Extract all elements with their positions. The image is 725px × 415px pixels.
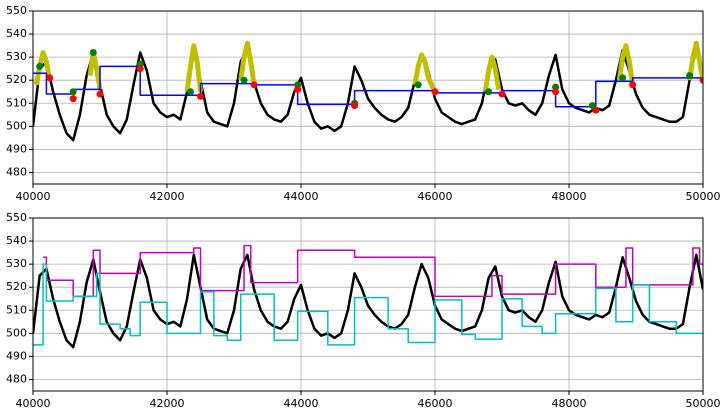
marker xyxy=(46,74,54,82)
marker xyxy=(414,81,422,89)
y-tick-label: 550 xyxy=(6,4,27,17)
y-tick-label: 540 xyxy=(6,234,27,247)
marker xyxy=(686,72,694,80)
marker xyxy=(431,88,439,96)
x-tick-label: 42000 xyxy=(150,190,185,203)
y-tick-label: 490 xyxy=(6,349,27,362)
y-tick-label: 540 xyxy=(6,27,27,40)
axes: 480 490 500 510 520 530 540 550 40000 42000 44000 4… xyxy=(6,211,721,410)
y-tick-label: 500 xyxy=(6,119,27,132)
y-tick-label: 480 xyxy=(6,165,27,178)
marker xyxy=(699,76,703,84)
x-tick-label: 50000 xyxy=(686,397,721,410)
marker xyxy=(69,95,77,103)
y-tick-label: 510 xyxy=(6,303,27,316)
y-tick-label: 500 xyxy=(6,326,27,339)
marker xyxy=(485,88,493,96)
x-tick-label: 50000 xyxy=(686,190,721,203)
marker xyxy=(69,88,77,96)
signal-line xyxy=(33,40,703,93)
signal-line xyxy=(33,46,703,142)
x-tick-label: 46000 xyxy=(418,190,453,203)
marker xyxy=(240,76,248,84)
marker xyxy=(36,62,44,70)
marker xyxy=(498,90,506,98)
marker xyxy=(351,102,359,110)
marker xyxy=(96,90,104,98)
marker xyxy=(592,106,600,114)
axes: 480 490 500 510 520 530 540 550 40000 42000 44000 4… xyxy=(6,4,721,203)
step-line xyxy=(33,65,703,108)
marker xyxy=(197,92,204,100)
axes-frame xyxy=(32,217,704,392)
x-tick-label: 44000 xyxy=(284,397,319,410)
marker xyxy=(629,81,637,89)
marker xyxy=(186,88,194,96)
x-tick-label: 44000 xyxy=(284,190,319,203)
marker xyxy=(552,88,560,96)
x-tick-label: 40000 xyxy=(16,190,51,203)
marker xyxy=(136,65,144,73)
y-tick-label: 520 xyxy=(6,73,27,86)
x-tick-label: 46000 xyxy=(418,397,453,410)
y-tick-label: 530 xyxy=(6,257,27,270)
signal-line xyxy=(33,253,703,349)
marker xyxy=(619,74,627,82)
y-tick-label: 510 xyxy=(6,96,27,109)
x-tick-label: 40000 xyxy=(16,397,51,410)
plot-area xyxy=(33,40,703,142)
marker xyxy=(250,81,258,89)
step-line xyxy=(33,263,703,346)
y-tick-label: 490 xyxy=(6,142,27,155)
y-tick-label: 550 xyxy=(6,211,27,224)
x-tick-label: 48000 xyxy=(552,190,587,203)
y-tick-label: 480 xyxy=(6,372,27,385)
plot-area xyxy=(33,244,703,349)
marker xyxy=(294,85,302,93)
marker xyxy=(89,49,97,57)
axes-frame xyxy=(32,10,704,185)
y-tick-label: 530 xyxy=(6,50,27,63)
y-tick-label: 520 xyxy=(6,280,27,293)
step-line xyxy=(43,244,703,298)
x-tick-label: 48000 xyxy=(552,397,587,410)
x-tick-label: 42000 xyxy=(150,397,185,410)
